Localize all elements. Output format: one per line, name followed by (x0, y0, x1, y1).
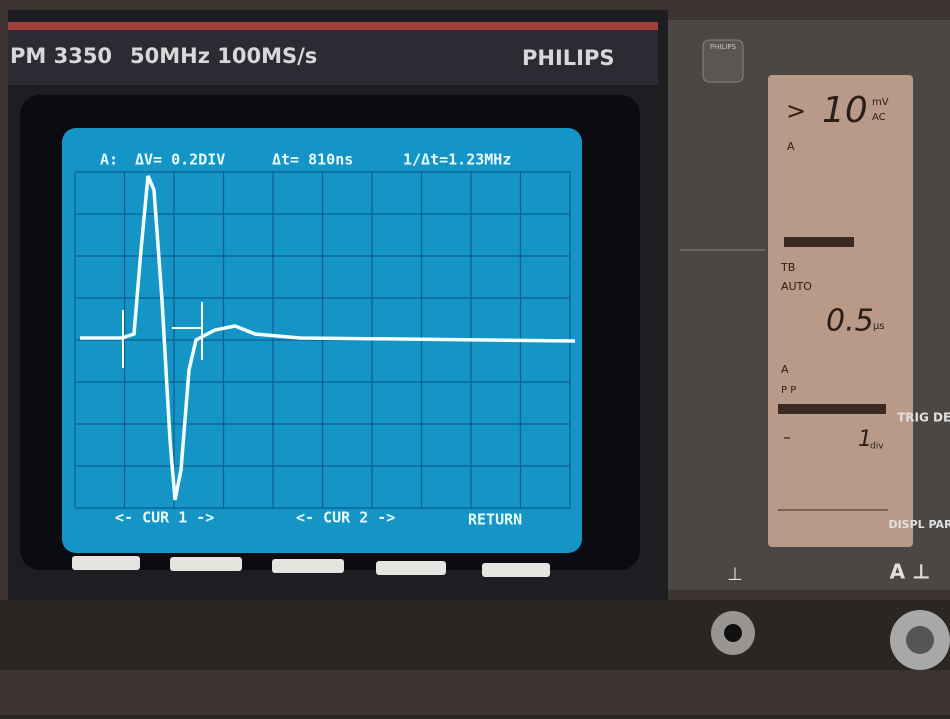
readout-channel: A: (100, 151, 118, 169)
lcd-coupling: AC (872, 112, 886, 123)
readout-delta-v: ΔV= 0.2DIV (135, 151, 225, 169)
displ-part-label: DISPL PART (888, 518, 950, 531)
page: PM 3350 50MHz 100MS/s PHILIPS A: ΔV= 0.2… (0, 0, 950, 715)
softkey[interactable] (170, 557, 242, 571)
brand: PHILIPS (522, 46, 615, 70)
lcd-unit: mV (872, 97, 889, 108)
lcd-bar (784, 237, 854, 247)
softkey-label: RETURN (468, 511, 522, 529)
lcd-trigger-mode: P P (781, 385, 796, 396)
lcd-timebase: 0.5 (826, 304, 874, 339)
lcd-mode: AUTO (781, 280, 812, 293)
lcd-sensitivity: 10 (822, 90, 868, 131)
readout-delta-t: Δt= 810ns (272, 151, 353, 169)
lcd-channel: A (787, 140, 795, 153)
input-label: A ⊥ (890, 560, 931, 584)
lower-panel (0, 600, 950, 670)
bnc-center (906, 626, 934, 654)
lcd-delay-unit: div (870, 442, 884, 452)
lcd-arrow: > (786, 97, 806, 125)
softkey[interactable] (482, 563, 550, 577)
softkey[interactable] (272, 559, 344, 573)
lcd-dash: – (783, 428, 791, 447)
oscilloscope-photo: PM 3350 50MHz 100MS/s PHILIPS A: ΔV= 0.2… (0, 0, 950, 715)
lcd-timebase-unit: µs (873, 321, 885, 332)
jack-hole (724, 624, 742, 642)
softkey-label: <- CUR 1 -> (115, 509, 214, 527)
logo-text: PHILIPS (710, 43, 737, 51)
softkey[interactable] (376, 561, 446, 575)
trig-del-label: TRIG DEL (897, 411, 950, 425)
readout-inverse: 1/Δt=1.23MHz (403, 151, 511, 169)
softkey-label: <- CUR 2 -> (296, 509, 395, 527)
ground-label: ⊥ (727, 564, 743, 585)
lcd-trigger-channel: A (781, 363, 789, 376)
lcd-bar (778, 404, 886, 414)
lcd-tb: TB (780, 261, 795, 274)
spec: 50MHz 100MS/s (130, 44, 317, 68)
red-strip (8, 22, 658, 30)
softkey[interactable] (72, 556, 140, 570)
model: PM 3350 (10, 44, 112, 68)
